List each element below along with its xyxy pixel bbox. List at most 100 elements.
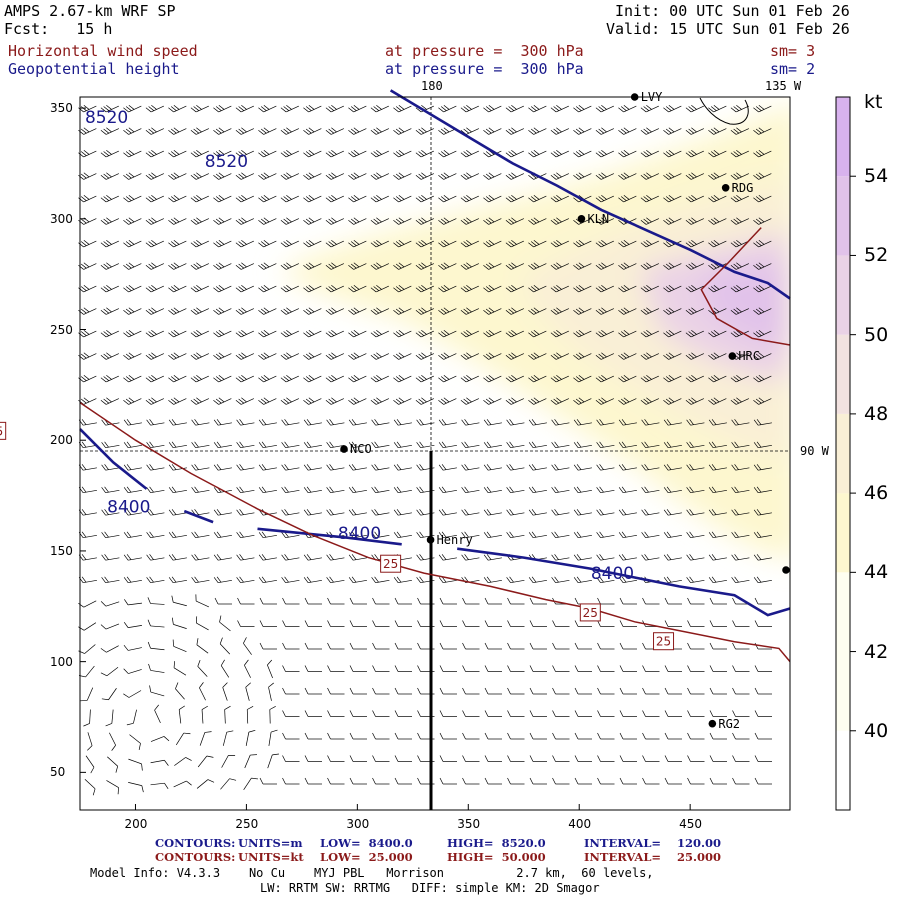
wind-barb (101, 441, 120, 449)
wind-barb (438, 464, 457, 471)
colorbar-tick: 42 (864, 640, 889, 663)
wind-barb (438, 307, 457, 315)
wind-barb (552, 732, 570, 740)
wind-barb (191, 419, 210, 426)
wind-barb (574, 665, 592, 672)
wind-barb (282, 710, 300, 717)
y-tick-label: 200 (50, 433, 73, 448)
wind-barb (685, 262, 704, 270)
wind-barb (573, 531, 592, 539)
wind-barb (686, 464, 705, 471)
wind-barb (303, 576, 322, 584)
wind-barb (100, 307, 119, 315)
wind-barb (370, 329, 389, 338)
wind-barb (258, 464, 277, 471)
field2-name: Geopotential height (8, 60, 180, 78)
wind-barb (348, 239, 367, 248)
wind-barb (78, 622, 97, 631)
wind-barb (640, 194, 659, 203)
wind-barb (753, 509, 772, 516)
wind-barb (348, 486, 367, 494)
wind-barb (483, 397, 502, 405)
wind-barb (258, 441, 277, 449)
wind-barb (483, 486, 502, 494)
wind-barb (213, 262, 232, 270)
wind-barb (123, 262, 142, 270)
wind-barb (460, 397, 479, 405)
wind-barb (619, 755, 637, 762)
wind-barb (573, 397, 592, 405)
wind-barb (438, 217, 457, 225)
wind-barb (595, 262, 614, 270)
wind-barb (663, 374, 682, 383)
wind-barb (326, 464, 345, 471)
wind-barb (730, 374, 749, 383)
wind-barb (78, 284, 97, 293)
wind-barb (267, 659, 273, 679)
wind-barb (460, 262, 479, 270)
wind-barb (78, 127, 97, 135)
wind-barb (78, 329, 97, 338)
wind-barb (145, 127, 164, 135)
wind-barb (619, 687, 637, 695)
wind-barb (84, 778, 96, 796)
wind-barb (460, 239, 479, 248)
wind-barb (304, 732, 322, 740)
wind-barb (372, 732, 390, 740)
model-title: AMPS 2.67-km WRF SP (4, 2, 176, 20)
colorbar-band (836, 572, 850, 731)
wind-barb (303, 464, 322, 471)
wind-barb (709, 732, 727, 740)
wind-barb (461, 554, 480, 561)
wind-barb (214, 597, 232, 605)
wind-barb (282, 597, 300, 605)
wind-barb (220, 778, 237, 790)
wind-barb (708, 464, 727, 471)
wind-barb (236, 464, 255, 471)
wind-barb (685, 217, 704, 225)
wind-barb (708, 554, 727, 561)
wind-barb (191, 441, 210, 449)
wind-barb (222, 682, 228, 701)
wind-barb (327, 597, 345, 605)
wind-barb (460, 217, 479, 225)
wind-barb (483, 374, 502, 383)
wind-barb (439, 665, 457, 672)
wind-barb (348, 127, 367, 135)
wind-barb (236, 509, 255, 516)
wind-barb (460, 307, 479, 315)
contour-lines (79, 89, 791, 663)
wind-barb (708, 149, 727, 158)
meridian-lines (80, 97, 790, 810)
wind-barb (105, 709, 114, 727)
wind-barb (687, 755, 705, 762)
wind-barb (213, 509, 232, 516)
wind-barb (258, 104, 277, 113)
wind-barb (168, 576, 187, 584)
wind-barb (460, 329, 479, 338)
wind-barb (244, 659, 251, 678)
wind-barb (168, 149, 187, 158)
wind-barb (506, 576, 525, 584)
wind-barb (235, 104, 254, 113)
wind-barb (123, 284, 142, 293)
wind-barb (258, 554, 277, 561)
wind-barb (146, 441, 165, 449)
wind-barb (529, 755, 547, 762)
wind-barb (460, 284, 479, 293)
wind-barb (100, 262, 119, 270)
wind-barb (439, 777, 457, 785)
wind-barb (439, 597, 457, 605)
footer-speed-low: LOW= 25.000 (320, 850, 413, 864)
wind-barb (507, 597, 525, 605)
wind-barb (349, 777, 367, 785)
wind-barb (640, 239, 659, 248)
wind-barb (663, 172, 682, 180)
wind-barb (327, 755, 345, 762)
wind-barb (685, 239, 704, 248)
wind-barb (213, 127, 232, 135)
wind-barb (100, 172, 119, 180)
wind-barb (708, 576, 727, 584)
wind-barb (597, 620, 615, 627)
wind-barb (78, 194, 97, 203)
